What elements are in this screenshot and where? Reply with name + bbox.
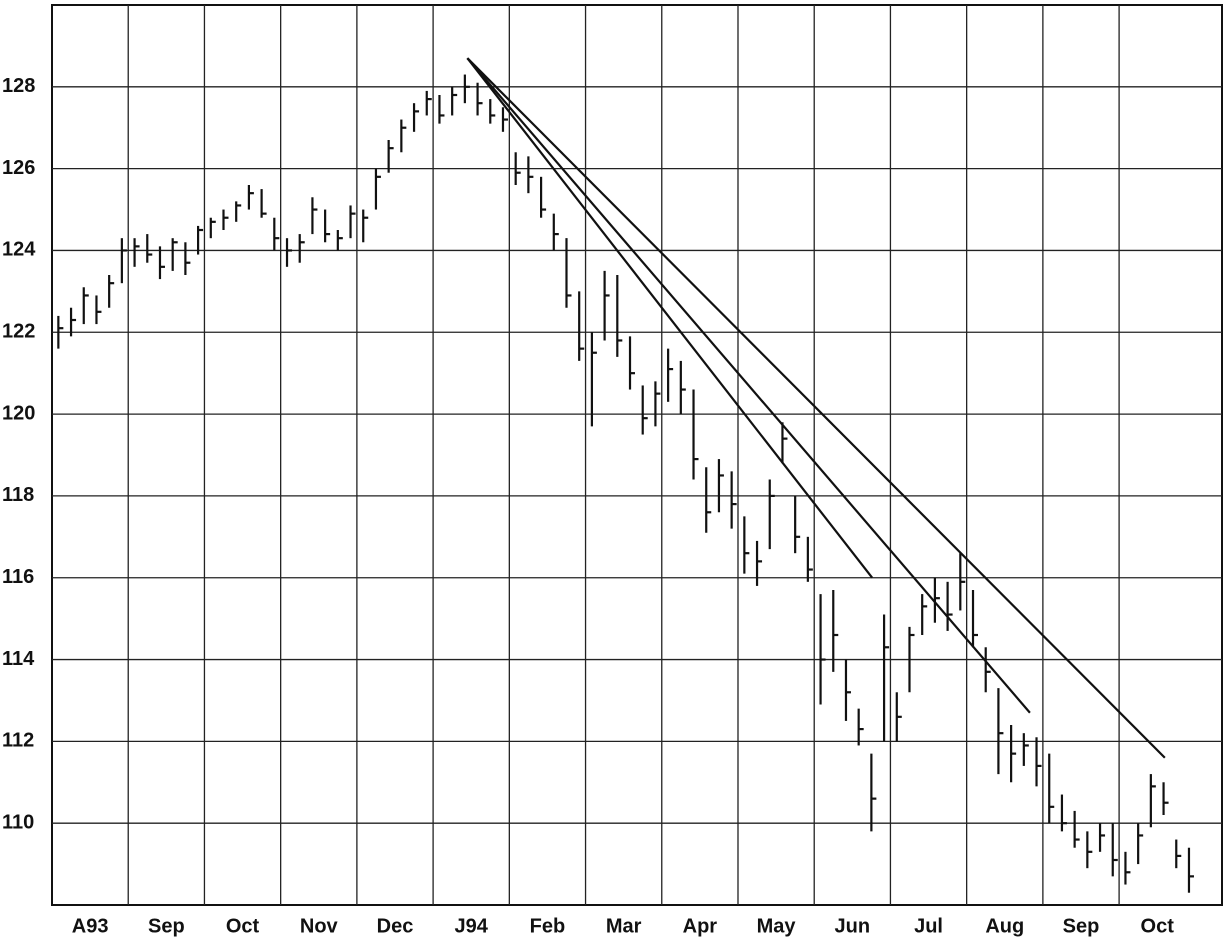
x-tick-label: May xyxy=(757,915,797,937)
y-tick-label: 114 xyxy=(2,648,35,670)
y-tick-label: 112 xyxy=(2,730,34,752)
x-tick-label: Jul xyxy=(914,915,943,937)
x-tick-label: Sep xyxy=(1063,915,1100,937)
plot-frame xyxy=(51,4,1223,906)
y-tick-label: 128 xyxy=(2,75,35,97)
x-tick-label: J94 xyxy=(455,915,489,937)
x-tick-label: Oct xyxy=(1141,915,1175,937)
y-tick-label: 122 xyxy=(2,321,35,343)
trendline xyxy=(466,57,874,579)
x-tick-label: Feb xyxy=(530,915,566,937)
y-tick-label: 126 xyxy=(2,157,35,179)
x-tick-label: Sep xyxy=(148,915,185,937)
trendline xyxy=(466,57,1166,759)
x-tick-label: Dec xyxy=(377,915,414,937)
x-tick-label: Apr xyxy=(683,915,718,937)
trendline xyxy=(466,57,1031,714)
x-tick-label: Mar xyxy=(606,915,642,937)
x-tick-label: Oct xyxy=(226,915,260,937)
y-tick-label: 118 xyxy=(2,484,34,506)
x-tick-label: Aug xyxy=(985,915,1024,937)
y-tick-label: 124 xyxy=(2,239,36,261)
y-tick-label: 110 xyxy=(2,811,34,833)
x-tick-label: A93 xyxy=(72,915,109,937)
y-tick-label: 116 xyxy=(2,566,34,588)
y-tick-label: 120 xyxy=(2,402,35,424)
x-tick-label: Nov xyxy=(300,915,339,937)
x-tick-label: Jun xyxy=(835,915,871,937)
